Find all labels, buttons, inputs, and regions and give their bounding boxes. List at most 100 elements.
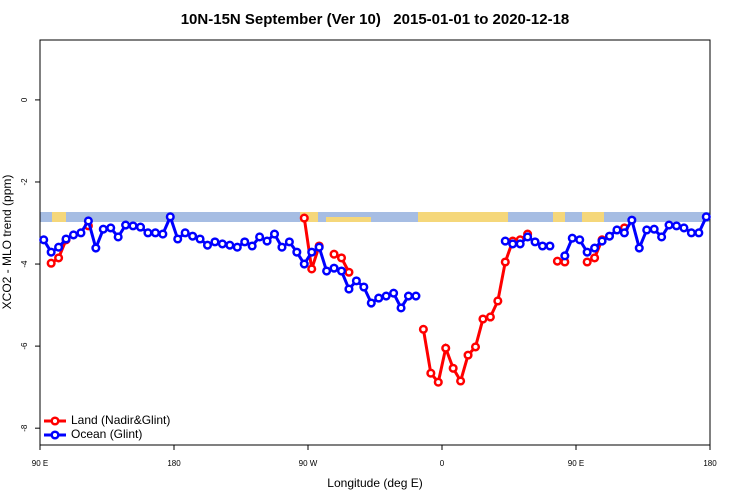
marker — [158, 229, 168, 239]
marker — [135, 222, 146, 232]
x-tick-label: 180 — [703, 459, 717, 468]
plot-frame — [39, 39, 711, 446]
marker — [470, 342, 481, 352]
series — [46, 213, 629, 387]
marker — [523, 232, 533, 242]
legend-marker — [50, 416, 60, 426]
marker — [456, 376, 466, 386]
marker — [478, 314, 488, 324]
marker — [664, 220, 674, 230]
marker — [307, 264, 317, 274]
marker — [433, 377, 443, 387]
y-tick-label: -6 — [20, 342, 29, 350]
marker — [262, 236, 272, 246]
marker — [150, 228, 160, 238]
marker — [39, 235, 49, 245]
marker — [508, 239, 518, 249]
marker — [657, 232, 667, 242]
marker — [292, 247, 302, 257]
marker — [46, 247, 56, 257]
marker — [299, 259, 309, 269]
marker — [46, 258, 56, 268]
land-strip — [52, 212, 604, 222]
x-tick-label: 0 — [440, 459, 445, 468]
marker — [336, 266, 347, 276]
marker — [113, 232, 123, 242]
marker — [671, 221, 682, 231]
marker — [121, 220, 131, 230]
marker — [426, 368, 436, 378]
marker — [403, 291, 414, 301]
marker — [336, 253, 347, 263]
marker — [329, 263, 339, 273]
marker — [202, 240, 213, 250]
marker — [604, 231, 615, 241]
marker — [247, 241, 257, 251]
marker — [195, 234, 205, 244]
marker — [634, 243, 644, 253]
marker — [269, 229, 280, 239]
y-tick-label: -4 — [20, 260, 29, 268]
marker — [344, 284, 354, 294]
series — [39, 212, 711, 313]
x-tick-label: 90 E — [32, 459, 48, 468]
marker — [552, 256, 562, 266]
marker — [515, 239, 525, 249]
marker — [627, 215, 637, 225]
x-axis-label: Longitude (deg E) — [327, 476, 422, 490]
marker — [485, 312, 495, 322]
marker — [232, 242, 242, 252]
marker — [679, 223, 689, 233]
marker — [560, 251, 570, 261]
marker — [188, 231, 198, 241]
marker — [545, 241, 555, 251]
legend-marker — [50, 430, 60, 440]
marker — [54, 242, 64, 252]
marker — [694, 228, 704, 238]
marker — [590, 243, 600, 253]
marker — [612, 225, 622, 235]
marker — [255, 232, 265, 242]
marker — [686, 228, 696, 238]
marker — [344, 267, 354, 277]
x-tick-label: 90 E — [568, 459, 584, 468]
chart-title: 10N-15N September (Ver 10) 2015-01-01 to… — [181, 11, 570, 28]
marker — [530, 237, 540, 247]
marker — [359, 282, 369, 292]
marker — [180, 228, 190, 238]
marker — [418, 324, 428, 334]
marker — [128, 221, 138, 231]
marker — [54, 253, 64, 263]
marker — [98, 224, 108, 234]
marker — [575, 235, 585, 245]
marker — [701, 212, 711, 222]
x-tick-label: 90 W — [299, 459, 318, 468]
marker — [307, 247, 317, 257]
map-strip — [40, 212, 710, 222]
marker — [68, 230, 79, 240]
marker — [322, 266, 332, 276]
marker — [106, 223, 116, 233]
marker — [83, 216, 93, 226]
marker — [582, 257, 592, 267]
marker — [314, 242, 324, 252]
marker — [225, 240, 235, 250]
marker — [411, 291, 421, 301]
marker — [441, 343, 451, 353]
marker — [619, 228, 629, 238]
y-tick-label: -8 — [20, 424, 29, 432]
marker — [366, 298, 376, 308]
marker — [537, 241, 548, 251]
marker — [590, 253, 600, 263]
legend-label: Land (Nadir&Glint) — [71, 413, 170, 427]
marker — [389, 288, 399, 298]
marker — [284, 237, 294, 247]
marker — [642, 225, 652, 235]
marker — [173, 234, 183, 244]
marker — [76, 228, 86, 238]
marker — [381, 291, 391, 301]
marker — [500, 236, 510, 246]
y-tick-label: -2 — [20, 178, 29, 186]
marker — [277, 242, 287, 252]
